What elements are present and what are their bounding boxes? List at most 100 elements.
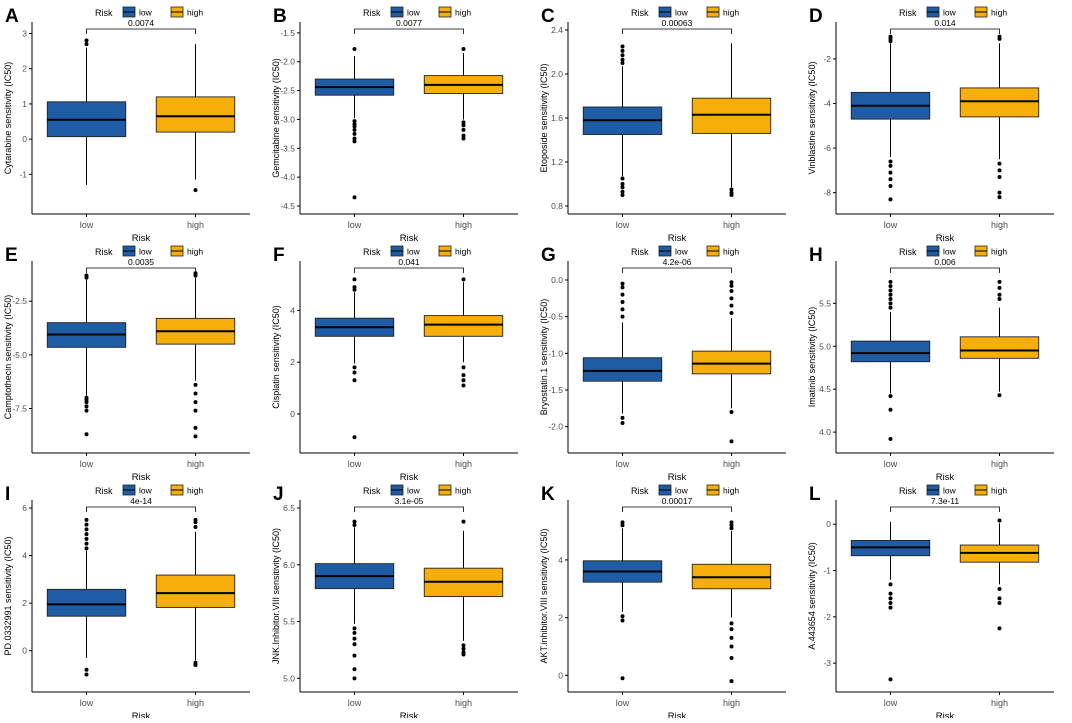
- legend: Risk low high: [363, 484, 471, 496]
- outlier-point: [620, 307, 625, 312]
- y-tick-label: -3.0: [280, 114, 295, 124]
- panel-h: H Risk low high 4.0 4.5 5.0 5.5 low high Risk Imati…: [807, 245, 1054, 483]
- box-high: [691, 280, 772, 444]
- outlier-point: [620, 176, 625, 181]
- y-axis-title: Cytarabine sensitivity (IC50): [3, 62, 13, 175]
- legend-title: Risk: [95, 8, 113, 18]
- legend-key-high: [706, 245, 720, 257]
- outlier-point: [193, 662, 198, 667]
- outlier-point: [888, 600, 893, 605]
- y-tick-label: 0.0: [551, 275, 563, 285]
- outlier-point: [352, 523, 357, 528]
- x-axis-title: Risk: [668, 711, 687, 718]
- y-tick-label: -7.5: [12, 404, 27, 414]
- outlier-point: [84, 541, 89, 546]
- legend-label-high: high: [991, 486, 1007, 496]
- legend-label-high: high: [723, 8, 739, 18]
- legend-title: Risk: [631, 8, 649, 18]
- outlier-point: [461, 123, 466, 128]
- outlier-point: [84, 517, 89, 522]
- legend-key-high: [170, 484, 184, 496]
- legend-label-high: high: [455, 486, 471, 496]
- outlier-point: [729, 283, 734, 288]
- outlier-point: [193, 400, 198, 405]
- y-tick-label: 2: [22, 598, 27, 608]
- outlier-point: [193, 271, 198, 276]
- outlier-point: [997, 168, 1002, 173]
- outlier-point: [888, 183, 893, 188]
- panel-label: A: [5, 6, 19, 27]
- outlier-point: [997, 292, 1002, 297]
- outlier-point: [461, 120, 466, 125]
- y-tick-label: -1: [19, 169, 27, 179]
- outlier-point: [888, 292, 893, 297]
- x-tick-label-low: low: [80, 459, 94, 469]
- outlier-point: [620, 61, 625, 65]
- x-tick-label-high: high: [991, 698, 1008, 708]
- y-tick-label: -8: [823, 188, 831, 198]
- outlier-point: [461, 652, 466, 657]
- x-tick-label-low: low: [616, 459, 630, 469]
- significance-bracket: [890, 28, 1000, 34]
- y-tick-label: -5.0: [12, 350, 27, 360]
- y-tick-label: -2.5: [280, 86, 295, 96]
- box-high: [959, 279, 1040, 398]
- legend-label-low: low: [675, 486, 689, 496]
- legend: Risk low high: [899, 245, 1007, 257]
- box-high: [691, 520, 772, 684]
- outlier-point: [997, 161, 1002, 166]
- box-iqr: [423, 315, 504, 337]
- box-low: [314, 277, 395, 440]
- outlier-point: [729, 296, 734, 301]
- panel-label: G: [541, 245, 556, 266]
- y-tick-label: 5.5: [283, 617, 295, 627]
- x-axis-title: Risk: [132, 472, 151, 483]
- significance-bracket: [890, 506, 1000, 512]
- box-low: [850, 521, 931, 682]
- outlier-point: [193, 425, 198, 430]
- box-low: [582, 44, 663, 197]
- y-axis-title: Imatinib sensitivity (IC50): [807, 307, 817, 408]
- outlier-point: [352, 136, 357, 141]
- legend-key-low: [658, 484, 672, 496]
- y-tick-label: -2: [823, 612, 831, 622]
- outlier-point: [193, 408, 198, 413]
- outlier-point: [193, 391, 198, 396]
- box-iqr: [691, 350, 772, 375]
- legend-title: Risk: [363, 8, 381, 18]
- legend-key-low: [926, 484, 940, 496]
- outlier-point: [461, 47, 466, 52]
- y-tick-label: -1.5: [548, 385, 563, 395]
- outlier-point: [888, 582, 893, 587]
- outlier-point: [729, 523, 734, 528]
- legend-label-high: high: [187, 486, 203, 496]
- outlier-point: [888, 394, 893, 399]
- outlier-point: [352, 124, 357, 129]
- outlier-point: [620, 57, 625, 62]
- legend-key-high: [706, 6, 720, 18]
- outlier-point: [352, 285, 357, 290]
- y-tick-label: -4.5: [280, 201, 295, 211]
- y-axis-title: PD.0332991 sensitivity (IC50): [3, 536, 13, 655]
- outlier-point: [888, 407, 893, 412]
- x-axis-title: Risk: [400, 233, 419, 244]
- y-tick-label: 1.6: [551, 113, 563, 123]
- x-tick-label-low: low: [616, 698, 630, 708]
- legend-label-low: low: [407, 8, 421, 18]
- legend-key-low: [658, 245, 672, 257]
- significance-bracket: [354, 506, 464, 512]
- outlier-point: [729, 621, 734, 626]
- legend-key-low: [390, 484, 404, 496]
- outlier-point: [620, 44, 625, 49]
- x-tick-label-low: low: [884, 459, 898, 469]
- y-axis-title: A.443654 sensitivity (IC50): [807, 542, 817, 650]
- outlier-point: [888, 197, 893, 202]
- outlier-point: [997, 195, 1002, 200]
- outlier-point: [729, 311, 734, 315]
- y-tick-label: 4: [22, 551, 27, 561]
- outlier-point: [888, 677, 893, 682]
- box-iqr: [582, 357, 663, 382]
- outlier-point: [620, 189, 625, 194]
- legend: Risk low high: [631, 484, 739, 496]
- outlier-point: [729, 303, 734, 308]
